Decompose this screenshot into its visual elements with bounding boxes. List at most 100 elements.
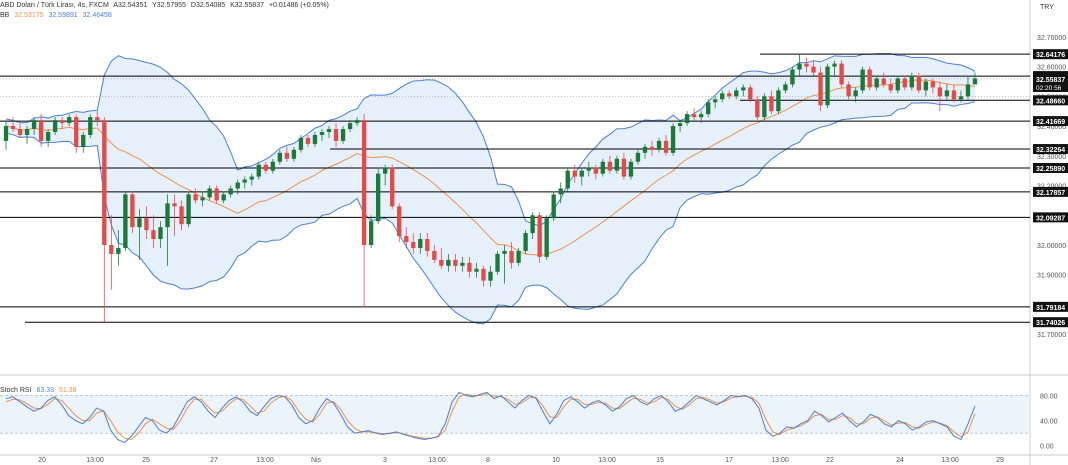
candle-body xyxy=(305,137,311,144)
candle-body xyxy=(193,194,198,201)
candle-body xyxy=(776,90,781,112)
level-label-text: 31.79184 xyxy=(1036,305,1065,312)
candle-body xyxy=(790,69,795,85)
candle-body xyxy=(284,152,290,159)
candle-body xyxy=(368,221,374,245)
candle-body xyxy=(165,203,170,228)
candle-body xyxy=(439,259,444,266)
candle-body xyxy=(109,244,114,254)
candle-body xyxy=(614,158,620,171)
level-label-text: 32.64176 xyxy=(1036,52,1065,59)
candle-body xyxy=(102,120,107,245)
candle-body xyxy=(944,90,950,97)
candle-body xyxy=(179,206,184,225)
x-axis-tick-label: 3 xyxy=(383,457,387,464)
candle-body xyxy=(705,102,711,115)
stoch-y-tick-label: 0.00 xyxy=(1040,444,1054,451)
level-label-box xyxy=(1033,116,1068,127)
candle-body xyxy=(558,188,563,195)
candle-body xyxy=(235,182,240,189)
y-axis-tick-label: 31.70000 xyxy=(1037,332,1066,339)
candle-body xyxy=(839,63,844,85)
candle-body xyxy=(565,170,570,189)
candle-body xyxy=(811,66,816,73)
level-label-text: 32.48660 xyxy=(1036,98,1065,105)
level-label-box xyxy=(1033,186,1068,197)
candle-body xyxy=(600,161,606,174)
bb-upper-value: 32.59891 xyxy=(48,12,78,19)
candle-body xyxy=(755,99,760,118)
candle-body xyxy=(670,126,676,153)
level-label-text: 32.09287 xyxy=(1036,215,1065,222)
x-axis-tick-label: 17 xyxy=(725,457,733,464)
candle-body xyxy=(354,120,360,124)
candle-body xyxy=(88,117,93,135)
candle-body xyxy=(158,227,163,240)
level-label-text: 31.74026 xyxy=(1036,320,1065,327)
candle-body xyxy=(186,194,191,225)
level-label-box xyxy=(1033,163,1068,174)
candle-body xyxy=(691,114,697,118)
candle-body xyxy=(902,78,907,88)
stoch-info: Stoch RSI 63.33 51.38 xyxy=(0,387,79,394)
candle-body xyxy=(17,129,23,135)
candle-body xyxy=(228,188,233,195)
candle-body xyxy=(474,268,479,272)
stoch-k-value: 63.33 xyxy=(36,387,54,394)
candle-body xyxy=(663,140,669,153)
candle-body xyxy=(446,259,451,266)
candle-body xyxy=(951,90,957,100)
candle-body xyxy=(825,66,830,106)
ohlc-close: K32.55837 xyxy=(230,2,264,9)
stoch-y-tick-label: 80.00 xyxy=(1040,394,1058,401)
x-axis-tick-label: 20 xyxy=(38,457,46,464)
candle-body xyxy=(727,93,732,97)
candle-body xyxy=(916,75,922,91)
candle-body xyxy=(38,120,44,141)
candle-body xyxy=(551,194,556,219)
bb-lower-value: 32.46458 xyxy=(82,12,112,19)
candle-body xyxy=(397,206,402,237)
bb-label: BB xyxy=(0,12,10,19)
candle-body xyxy=(635,152,641,162)
x-axis-tick-label: 13:00 xyxy=(598,457,616,464)
candle-body xyxy=(586,167,591,171)
bb-basis-value: 32.53175 xyxy=(14,12,44,19)
x-axis-tick-label: 13:00 xyxy=(771,457,789,464)
ohlc-change: +0.01486 (+0.05%) xyxy=(268,2,329,9)
candle-body xyxy=(741,87,746,91)
candle-body xyxy=(846,84,851,97)
level-label-box xyxy=(1033,144,1068,155)
candle-body xyxy=(24,129,30,135)
level-label-box xyxy=(1033,95,1068,106)
bb-info: BB 32.53175 32.59891 32.46458 xyxy=(0,12,115,19)
candle-body xyxy=(488,271,493,281)
candle-body xyxy=(923,81,929,91)
candle-body xyxy=(888,84,893,91)
y-axis-tick-label: 32.60000 xyxy=(1037,65,1066,72)
candle-body xyxy=(530,215,535,234)
candle-body xyxy=(762,96,767,118)
candle-body xyxy=(390,167,395,207)
candle-body xyxy=(59,120,65,124)
candle-body xyxy=(783,84,788,91)
stoch-y-tick-label: 40.00 xyxy=(1040,419,1058,426)
candle-body xyxy=(804,63,809,67)
candle-body xyxy=(621,158,627,177)
candle-body xyxy=(502,250,507,254)
candle-body xyxy=(45,132,51,141)
candle-body xyxy=(256,164,261,177)
candle-body xyxy=(867,69,872,88)
candle-body xyxy=(965,84,971,97)
candle-body xyxy=(656,140,662,150)
y-axis-tick-label: 32.40000 xyxy=(1037,124,1066,131)
symbol-info: ABD Doları / Türk Lirası, 4s, FXCM A32.5… xyxy=(0,2,332,9)
y-axis-tick-label: 32.30000 xyxy=(1037,154,1066,161)
candle-body xyxy=(713,99,718,103)
level-label-box xyxy=(1033,212,1068,223)
candle-body xyxy=(881,78,886,85)
candle-body xyxy=(537,215,542,257)
x-axis-tick-label: 29 xyxy=(996,457,1004,464)
